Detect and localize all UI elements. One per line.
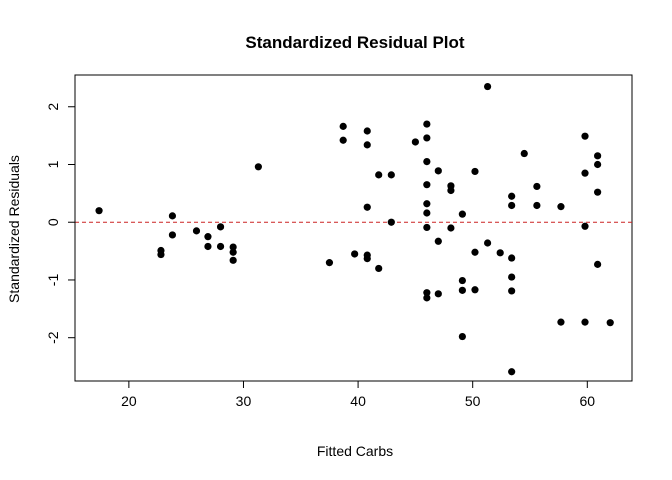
data-point [471,286,479,294]
data-point [411,138,419,146]
data-point [557,318,565,326]
data-point [375,171,383,179]
data-point [557,203,565,211]
data-point [363,203,371,211]
data-point [581,222,589,230]
data-point [447,224,455,232]
data-point [434,237,442,245]
data-point [594,260,602,268]
data-point [363,255,371,263]
x-tick-label: 20 [121,393,137,409]
y-axis-label: Standardized Residuals [6,155,22,303]
data-point [508,192,516,200]
y-tick-label: 1 [45,160,61,168]
data-point [508,254,516,262]
data-point [95,207,103,215]
data-point [508,368,516,376]
y-tick-label: 0 [45,218,61,226]
plot-area-frame [74,74,633,382]
data-point [594,160,602,169]
y-tick-label: 2 [45,103,61,111]
data-point [423,294,431,302]
data-point [533,182,541,191]
data-point [157,250,165,259]
data-point [594,152,602,160]
data-point [458,286,466,294]
data-point [387,218,395,226]
data-point [216,223,225,231]
x-tick-label: 30 [236,393,252,409]
data-point [387,171,395,179]
chart-title: Standardized Residual Plot [245,33,464,52]
data-point [423,223,431,232]
data-point [423,181,431,189]
data-point [594,188,602,196]
data-point [375,264,383,273]
x-tick-label: 40 [350,393,366,409]
data-point [229,256,237,264]
data-point [508,201,516,210]
data-point [229,243,237,251]
data-point [363,127,371,135]
data-point [581,169,589,177]
data-point [508,273,516,281]
data-point [216,242,225,251]
data-point [423,120,431,128]
data-point [606,319,614,327]
data-point [434,167,442,175]
data-point [204,233,212,241]
data-point [423,200,431,208]
x-tick-label: 50 [465,393,481,409]
data-point [581,318,589,326]
data-point [339,122,347,130]
data-point [351,250,359,258]
y-tick-label: -2 [45,331,61,344]
data-point [458,210,466,218]
data-point [471,248,479,256]
data-point [204,242,212,251]
data-point [423,134,431,142]
y-axis: -2 -1 0 1 2 [45,103,76,344]
data-point [168,212,177,220]
data-point [447,186,455,195]
data-point [458,332,466,341]
data-point [339,136,347,144]
data-point [483,239,492,247]
x-axis-label: Fitted Carbs [317,443,393,459]
data-point [423,289,431,297]
data-point [458,276,466,285]
data-point [229,248,237,256]
data-point [508,287,516,295]
data-points [95,82,614,376]
data-point [483,82,492,91]
data-point [423,209,431,217]
data-point [423,158,431,166]
data-point [363,141,371,149]
data-point [434,290,442,298]
x-tick-label: 60 [580,393,596,409]
data-point [520,149,528,158]
data-point [168,231,177,239]
y-tick-label: -1 [45,274,61,287]
data-point [471,167,479,176]
data-point [325,259,334,267]
data-point [533,201,541,210]
data-point [581,132,589,140]
data-point [496,249,504,257]
data-point [192,227,201,235]
data-point [254,163,262,171]
x-axis: 20 30 40 50 60 [121,380,596,409]
